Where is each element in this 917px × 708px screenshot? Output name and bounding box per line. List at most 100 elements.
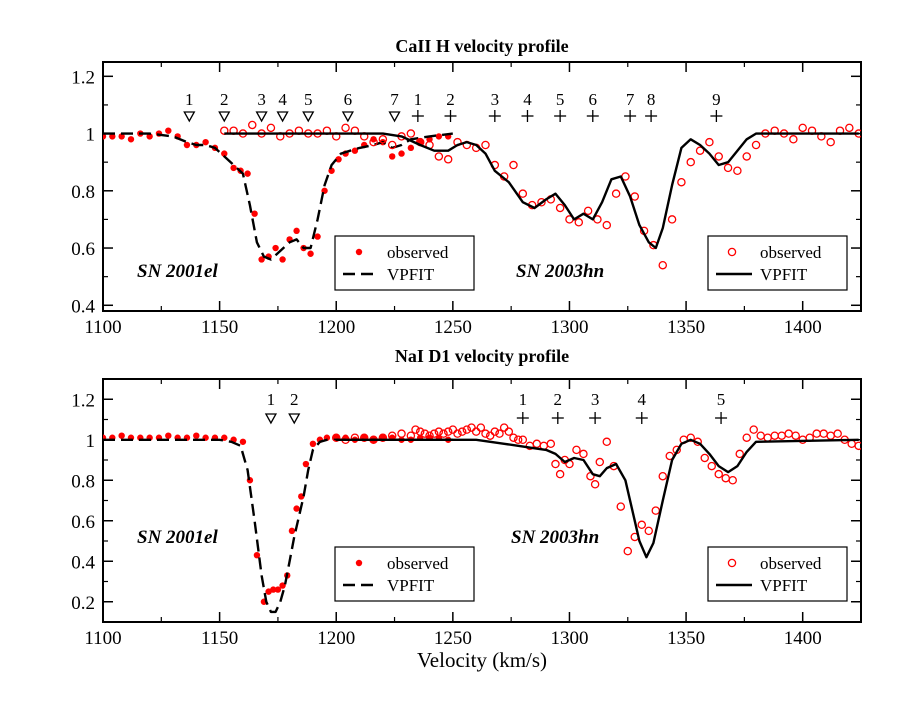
p1-series-2-point (723, 163, 733, 173)
p2-y-tick-label: 1.2 (71, 390, 95, 411)
p2-series-2-point (721, 473, 730, 483)
p1-series-0-point (165, 127, 172, 134)
p1-component-label: 3 (491, 90, 500, 109)
p1-series-2-point (686, 157, 695, 167)
p2-series-2-point (658, 471, 668, 481)
p2-x-tick-label: 1350 (667, 628, 705, 649)
p2-series-0-point (288, 527, 296, 535)
p1-plot-frame (102, 61, 862, 312)
p1-series-2-point (733, 166, 742, 176)
p1-series-2-point (826, 137, 835, 147)
p2-series-2-point (359, 433, 369, 442)
p2-series-2-point (707, 461, 716, 471)
p2-series-2-point (637, 520, 647, 530)
p2-series-2-point (476, 423, 486, 432)
p1-series-0-point (183, 141, 191, 149)
p2-series-1-line (103, 438, 453, 614)
p2-series-2-point (471, 427, 481, 436)
p1-series-2-point (630, 192, 640, 201)
p1-x-tick-label: 1150 (201, 317, 238, 338)
p2-legend-model-label: VPFIT (387, 576, 435, 595)
p2-series-2-point (595, 457, 605, 467)
p1-series-2-point (667, 215, 677, 224)
p2-y-tick-label: 0.4 (71, 552, 95, 573)
p1-series-3-line (224, 132, 859, 250)
p1-component-label: 4 (523, 90, 532, 109)
p2-series-2-point (499, 423, 509, 432)
p2-series-0-point (274, 586, 282, 593)
p1-series-2-point (369, 137, 378, 147)
p2-series-2-point (513, 435, 523, 444)
p1-component-triangle (183, 111, 196, 123)
p2-series-2-point (485, 431, 495, 440)
p1-sn-label: SN 2003hn (516, 261, 604, 282)
p2-series-2-point (602, 437, 612, 447)
p2-series-2-point (439, 429, 448, 438)
p1-series-2-point (602, 220, 612, 230)
p2-series-2-point (481, 429, 490, 438)
p1-component-label: 1 (185, 90, 194, 109)
p1-series-2-point (387, 140, 397, 150)
p1-component-label: 7 (390, 90, 399, 109)
p2-series-2-point (448, 425, 458, 434)
p2-series-2-point (784, 429, 793, 438)
p2-series-2-point (415, 427, 425, 436)
p2-series-2-point (579, 449, 588, 459)
p1-x-tick-label: 1250 (434, 317, 472, 338)
p1-series-0-point (407, 144, 415, 152)
x-axis-label: Velocity (km/s) (417, 648, 547, 672)
p1-x-tick-label: 1300 (550, 317, 588, 338)
p2-series-2-point (443, 427, 453, 436)
p1-series-2-point (266, 123, 276, 133)
p1-legend-box (334, 235, 475, 291)
p2-legend-marker-open (727, 558, 737, 568)
p1-component-label: 4 (278, 90, 287, 109)
p1-series-2-point (789, 135, 798, 144)
p1-legend-model-label: VPFIT (387, 265, 435, 284)
p2-x-tick-label: 1200 (317, 628, 355, 649)
p2-series-2-point (467, 423, 476, 432)
p1-x-tick-label: 1200 (317, 317, 355, 338)
p2-series-0-point (193, 432, 200, 439)
panel1-title: CaII H velocity profile (395, 36, 568, 56)
panel1-plot: 1100 1150 1200 1250 1300 1350 1400 0.4 0.6 0.8 1 1.… (71, 61, 862, 338)
p1-series-2-point (406, 129, 416, 138)
p2-series-2-point (749, 425, 758, 434)
p1-series-2-point (555, 203, 565, 213)
p2-series-2-point (551, 459, 560, 469)
p1-series-0-point (307, 250, 314, 257)
p2-y-tick-label: 1 (86, 431, 96, 452)
p1-component-label: 9 (712, 90, 721, 109)
p1-series-2-point (695, 146, 705, 155)
p1-component-label: 6 (344, 90, 353, 109)
p1-series-2-point (537, 197, 546, 207)
p1-series-2-point (583, 206, 593, 216)
p2-series-0-point (118, 432, 125, 439)
p2-x-tick-label: 1100 (84, 628, 121, 649)
p1-x-tick-label: 1100 (84, 317, 121, 338)
p1-legend-marker-open (727, 247, 737, 257)
p1-series-2-point (705, 137, 714, 147)
p2-series-0-point (302, 460, 310, 468)
p1-component-label: 3 (257, 90, 266, 109)
p2-series-2-point (700, 453, 709, 463)
p2-series-2-point (378, 433, 388, 442)
p1-component-triangle (255, 111, 268, 123)
p2-series-2-point (623, 546, 633, 556)
p2-series-2-point (854, 441, 861, 451)
p1-component-triangle (276, 111, 289, 123)
p1-component-label: 5 (304, 90, 313, 109)
p1-series-0-point (146, 133, 153, 140)
p2-series-2-point (532, 439, 542, 449)
p1-series-0-point (230, 164, 237, 172)
p1-series-0-point (314, 233, 321, 240)
p2-component-label: 4 (638, 390, 647, 409)
p2-series-2-point (791, 431, 800, 440)
p2-series-0-point (293, 505, 300, 512)
p2-series-2-point (462, 425, 472, 434)
p2-series-2-point (555, 469, 565, 479)
p1-legend-observed-label: observed (387, 243, 449, 262)
p1-component-label: 5 (556, 90, 565, 109)
p2-series-2-point (429, 429, 439, 438)
p1-component-label: 7 (626, 90, 635, 109)
